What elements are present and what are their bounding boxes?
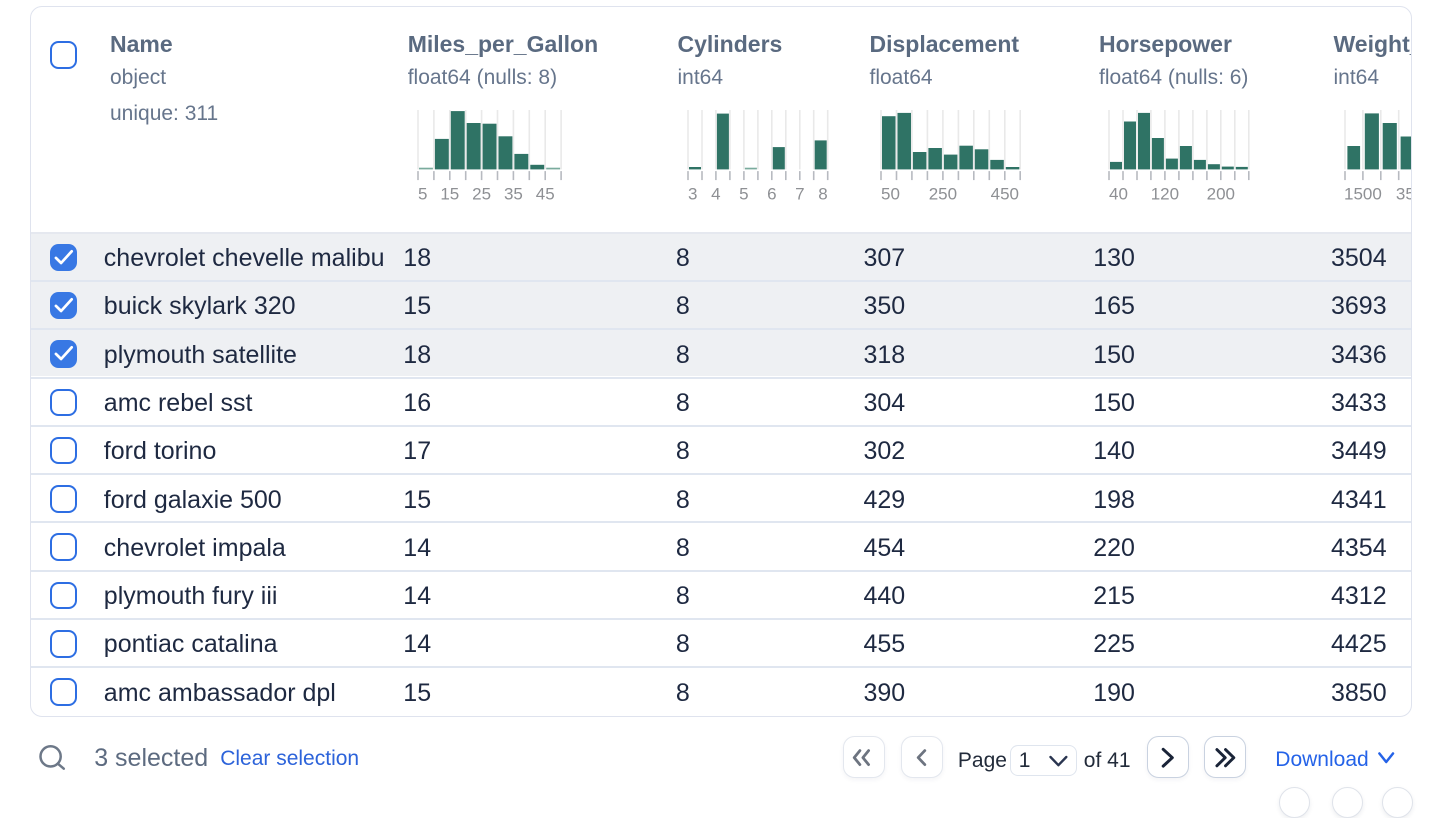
svg-text:3: 3: [688, 184, 697, 203]
svg-text:5: 5: [418, 184, 427, 203]
svg-text:6: 6: [767, 184, 776, 203]
svg-text:7: 7: [795, 184, 804, 203]
svg-text:1500: 1500: [1344, 184, 1382, 203]
svg-text:45: 45: [536, 184, 555, 203]
svg-text:15: 15: [440, 184, 459, 203]
svg-text:450: 450: [990, 184, 1018, 203]
svg-text:5: 5: [739, 184, 748, 203]
svg-text:250: 250: [929, 184, 957, 203]
svg-text:200: 200: [1207, 184, 1235, 203]
svg-text:4: 4: [711, 184, 720, 203]
svg-text:35: 35: [504, 184, 523, 203]
svg-text:3500: 3500: [1396, 184, 1412, 203]
svg-text:25: 25: [472, 184, 491, 203]
svg-text:8: 8: [818, 184, 827, 203]
svg-text:50: 50: [881, 184, 900, 203]
svg-text:120: 120: [1151, 184, 1179, 203]
svg-text:40: 40: [1109, 184, 1128, 203]
